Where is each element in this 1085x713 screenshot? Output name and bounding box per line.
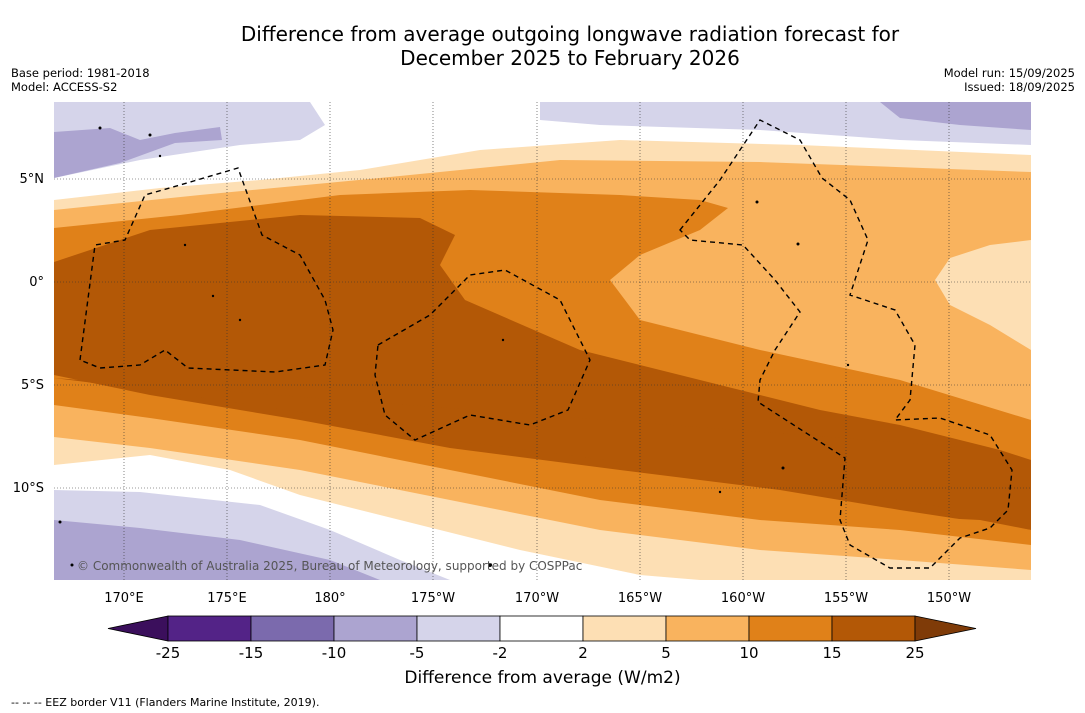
colorbar-swatch — [499, 615, 584, 642]
colorbar-tick-label: 5 — [661, 644, 671, 662]
issued-date: Issued: 18/09/2025 — [964, 80, 1075, 94]
colorbar: -25 -15 -10 -5 -2 2 5 10 15 25 — [107, 615, 977, 662]
eez-borders — [79, 119, 1013, 569]
meta-right: Model run: 15/09/2025 Issued: 18/09/2025 — [944, 66, 1075, 94]
model-run: Model run: 15/09/2025 — [943, 66, 1075, 80]
lon-label: 160°W — [721, 591, 765, 606]
contour-15-25-south — [54, 378, 1031, 522]
colorbar-swatch — [748, 615, 833, 642]
colorbar-extension-high — [914, 615, 977, 642]
colorbar-tick-label: 25 — [905, 644, 924, 662]
lon-label: 175°W — [411, 591, 455, 606]
colorbar-tick-label: 15 — [822, 644, 841, 662]
lon-label: 150°W — [927, 591, 971, 606]
colorbar-swatch — [665, 615, 750, 642]
colorbar-swatch — [582, 615, 667, 642]
islands — [58, 126, 850, 567]
contour-2-5-east — [935, 240, 1031, 350]
lat-label: 0° — [29, 275, 44, 290]
lat-label: 10°S — [13, 481, 44, 496]
colorbar-tick-label: 2 — [578, 644, 588, 662]
lat-label: 5°N — [20, 172, 45, 187]
title-line-1: Difference from average outgoing longwav… — [240, 22, 900, 46]
colorbar-swatch — [250, 615, 335, 642]
lon-label: 180° — [314, 591, 345, 606]
lon-label: 175°E — [207, 591, 247, 606]
colorbar-swatch — [831, 615, 916, 642]
model-name: Model: ACCESS-S2 — [11, 80, 118, 94]
lat-labels: 5°N 0° 5°S 10°S — [13, 172, 44, 496]
colorbar-extension-low — [107, 615, 169, 642]
map-title: Difference from average outgoing longwav… — [0, 22, 1085, 70]
eez-kiribati-phoenix — [374, 269, 591, 441]
colorbar-tick-label: -25 — [156, 644, 181, 662]
contour-neg10-south — [54, 520, 380, 580]
contour-neg10-top-right — [880, 102, 1031, 130]
colorbar-title: Difference from average (W/m2) — [404, 668, 681, 688]
lon-label: 170°W — [515, 591, 559, 606]
contour-neg10-top-left — [54, 127, 222, 178]
eez-legend-note: -- -- -- EEZ border V11 (Flanders Marine… — [11, 696, 320, 709]
copyright-note: © Commonwealth of Australia 2025, Bureau… — [77, 559, 583, 573]
colorbar-tick-label: -15 — [239, 644, 264, 662]
lon-label: 170°E — [104, 591, 144, 606]
colorbar-tick-label: -10 — [322, 644, 347, 662]
lat-label: 5°S — [21, 378, 44, 393]
colorbar-swatch — [167, 615, 252, 642]
colorbar-tick-label: -2 — [493, 644, 508, 662]
eez-kiribati-line — [679, 119, 1013, 569]
contour-fields — [54, 102, 1031, 580]
title-line-2: December 2025 to February 2026 — [400, 46, 740, 70]
colorbar-swatch — [333, 615, 418, 642]
colorbar-tick-label: 10 — [739, 644, 758, 662]
colorbar-tick-label: -5 — [410, 644, 425, 662]
lon-label: 165°W — [618, 591, 662, 606]
base-period: Base period: 1981-2018 — [11, 66, 150, 80]
colorbar-swatch — [416, 615, 501, 642]
lon-label: 155°W — [824, 591, 868, 606]
gridlines — [54, 102, 1031, 580]
meta-left: Base period: 1981-2018 Model: ACCESS-S2 — [11, 66, 150, 94]
lon-labels: 170°E 175°E 180° 175°W 170°W 165°W 160°W… — [104, 591, 971, 606]
